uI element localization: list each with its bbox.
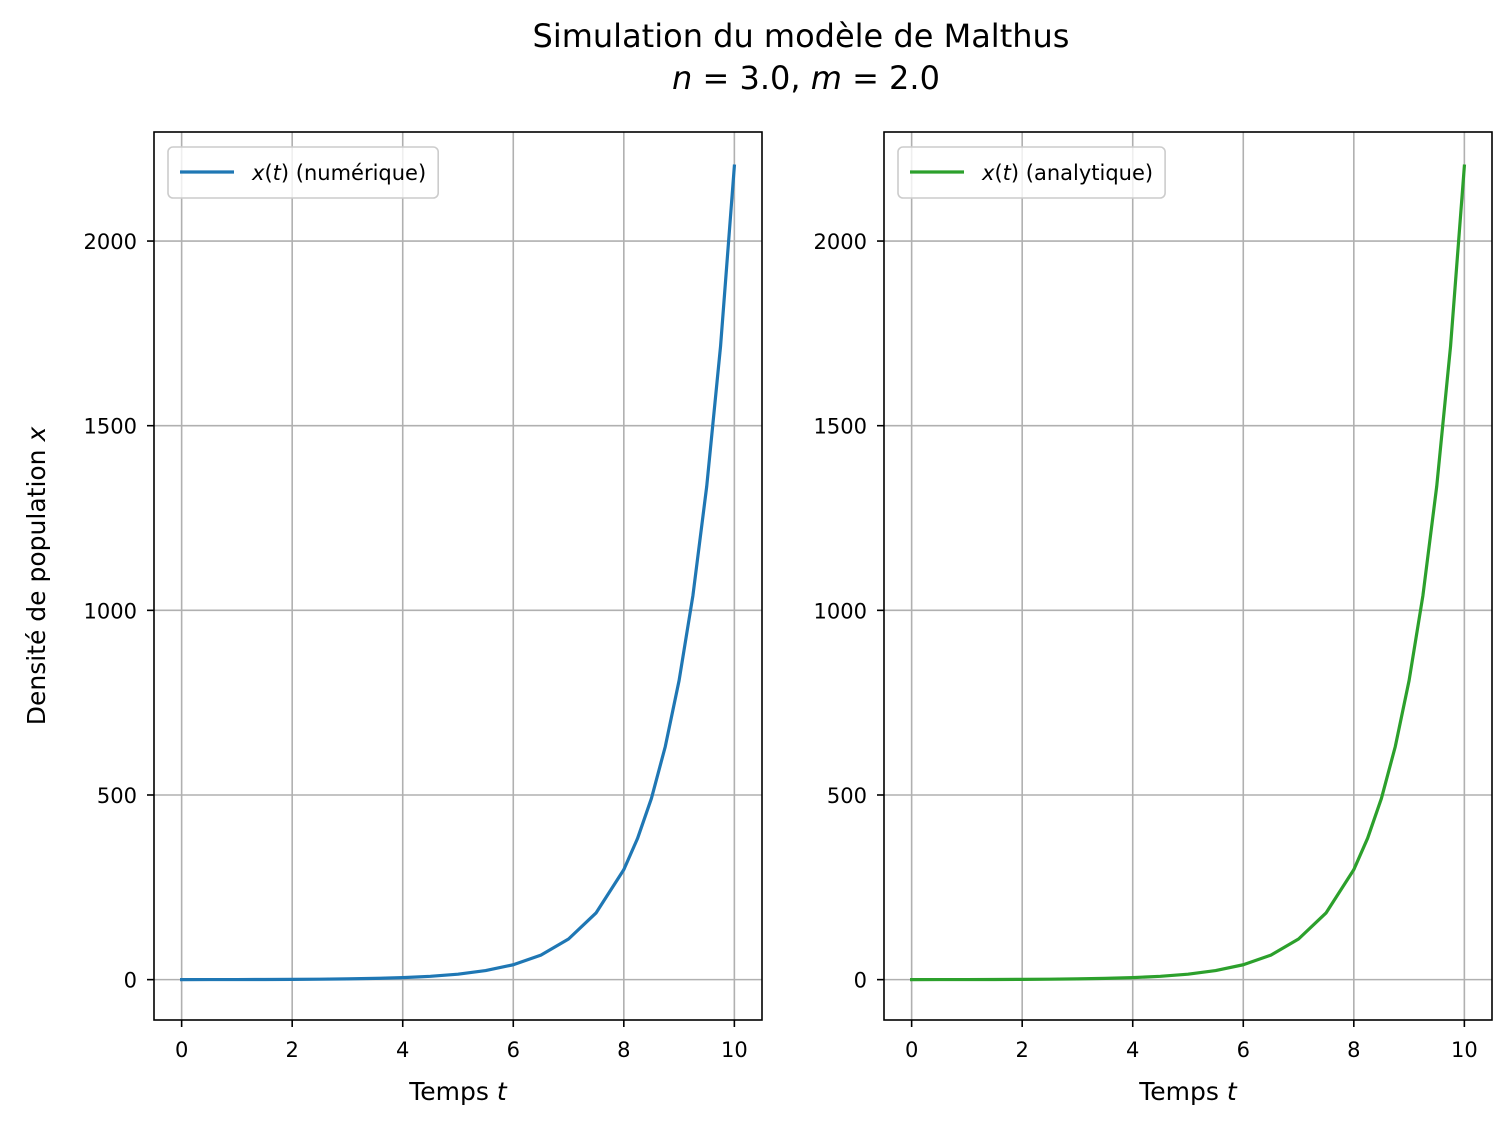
right-y-tick-label: 1000 bbox=[814, 599, 867, 623]
right-x-tick-label: 6 bbox=[1237, 1038, 1250, 1062]
x-axis-label-variable: t bbox=[497, 1077, 508, 1106]
subtitle-n-symbol: n bbox=[672, 59, 692, 97]
legend-paren-open: ( bbox=[264, 161, 272, 185]
legend-label: x(t) (numérique) bbox=[251, 161, 426, 185]
legend-paren-open: ( bbox=[994, 161, 1002, 185]
right-x-tick-label: 0 bbox=[905, 1038, 918, 1062]
right-y-tick-label: 2000 bbox=[814, 230, 867, 254]
figure-title: Simulation du modèle de Malthus bbox=[533, 17, 1070, 55]
x-axis-label-variable: t bbox=[1227, 1077, 1238, 1106]
left-plot-panel: 0 2 4 6 8 10 0 500 1000 1500 2000 Temps t Densité de… bbox=[22, 131, 763, 1106]
right-x-tick-label: 2 bbox=[1015, 1038, 1028, 1062]
legend-frame bbox=[897, 146, 1166, 199]
legend-frame bbox=[167, 146, 440, 199]
legend-paren-close: ) bbox=[281, 161, 289, 185]
left-y-tick-label: 500 bbox=[97, 784, 137, 808]
legend-label: x(t) (analytique) bbox=[981, 161, 1153, 185]
legend-argument: t bbox=[273, 161, 282, 185]
subtitle-n-value: = 3.0, bbox=[692, 59, 810, 97]
figure-subtitle: n = 3.0, m = 2.0 bbox=[672, 59, 940, 97]
left-y-axis-label: Densité de population x bbox=[22, 427, 51, 726]
subtitle-m-value: = 2.0 bbox=[842, 59, 940, 97]
left-y-tick-label: 2000 bbox=[84, 230, 137, 254]
subtitle-m-symbol: m bbox=[811, 59, 842, 97]
right-legend: x(t) (analytique) bbox=[897, 146, 1166, 199]
left-y-tick-label: 1500 bbox=[84, 415, 137, 439]
left-x-tick-label: 0 bbox=[175, 1038, 188, 1062]
right-y-tick-label: 1500 bbox=[814, 415, 867, 439]
right-series-line bbox=[910, 164, 1467, 982]
legend-paren-close: ) bbox=[1011, 161, 1019, 185]
legend-variable: x bbox=[981, 161, 995, 185]
left-axes-frame bbox=[153, 131, 763, 1021]
x-axis-label-text: Temps bbox=[408, 1077, 497, 1106]
x-axis-label-text: Temps bbox=[1138, 1077, 1227, 1106]
left-series-line bbox=[180, 164, 737, 982]
y-axis-label-variable: x bbox=[22, 427, 51, 443]
y-axis-label-text: Densité de population bbox=[22, 442, 51, 726]
left-x-tick-label: 4 bbox=[396, 1038, 409, 1062]
left-x-axis-label: Temps t bbox=[408, 1077, 508, 1106]
left-x-tick-label: 10 bbox=[721, 1038, 748, 1062]
right-y-tick-label: 500 bbox=[827, 784, 867, 808]
right-x-axis-label: Temps t bbox=[1138, 1077, 1238, 1106]
right-axes-frame bbox=[883, 131, 1493, 1021]
legend-description: (numérique) bbox=[289, 161, 426, 185]
left-x-tick-label: 2 bbox=[285, 1038, 298, 1062]
right-x-tick-label: 4 bbox=[1126, 1038, 1139, 1062]
right-x-tick-label: 10 bbox=[1451, 1038, 1478, 1062]
right-y-tick-label: 0 bbox=[854, 969, 867, 993]
legend-argument: t bbox=[1003, 161, 1012, 185]
left-x-tick-label: 8 bbox=[617, 1038, 630, 1062]
legend-variable: x bbox=[251, 161, 265, 185]
right-x-tick-label: 8 bbox=[1347, 1038, 1360, 1062]
legend-description: (analytique) bbox=[1019, 161, 1153, 185]
left-x-tick-label: 6 bbox=[507, 1038, 520, 1062]
left-legend: x(t) (numérique) bbox=[167, 146, 440, 199]
left-y-tick-label: 1000 bbox=[84, 599, 137, 623]
left-y-tick-label: 0 bbox=[124, 969, 137, 993]
